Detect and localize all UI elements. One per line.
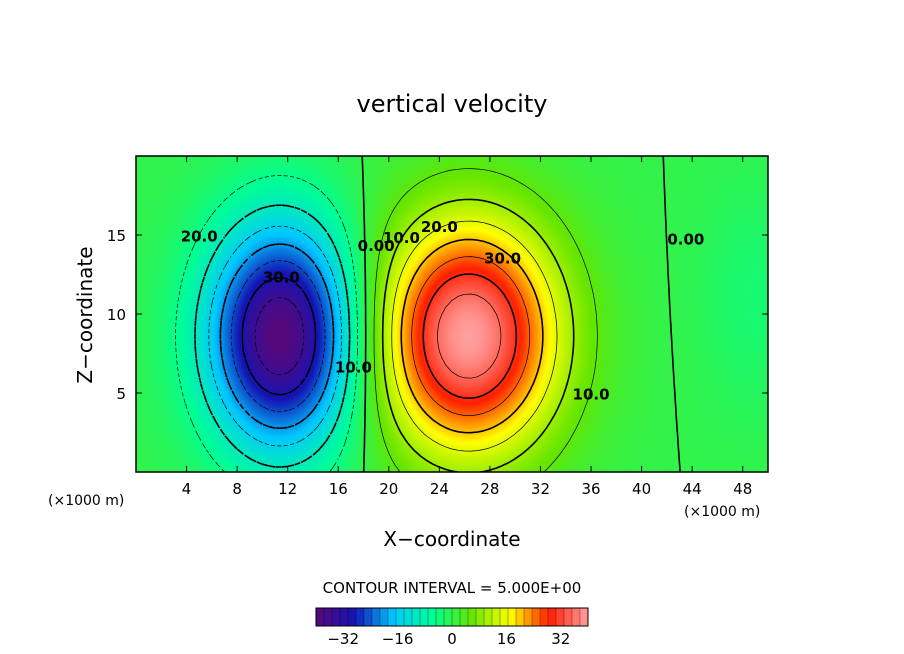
x-axis-ticks: 4 8 12 16 20 24 28 32 36 40 44 48 xyxy=(182,156,752,498)
velocity-field xyxy=(136,156,768,472)
colorbar-tick-label: 16 xyxy=(497,630,516,648)
colorbar-cells xyxy=(315,607,589,627)
colorbar-cell xyxy=(403,607,413,627)
colorbar-cell xyxy=(475,607,485,627)
x-axis-title: X−coordinate xyxy=(383,527,520,551)
colorbar-tick-label: −16 xyxy=(382,630,414,648)
contour-interval-text: CONTOUR INTERVAL = 5.000E+00 xyxy=(323,579,582,597)
x-unit-label-left: (×1000 m) xyxy=(48,493,124,509)
contour-line xyxy=(219,243,335,429)
contour-line xyxy=(400,238,544,434)
contour-label: 20.0 xyxy=(181,227,218,245)
colorbar-cell xyxy=(483,607,493,627)
colorbar-cell xyxy=(387,607,397,627)
colorbar-cell xyxy=(435,607,445,627)
colorbar-cell xyxy=(451,607,461,627)
colorbar-cell xyxy=(531,607,541,627)
x-tick-label: 24 xyxy=(430,480,449,498)
contour-label: 30.0 xyxy=(263,268,300,286)
contour-label: 30.0 xyxy=(484,249,521,267)
colorbar-cell xyxy=(395,607,405,627)
colorbar-cell xyxy=(347,607,357,627)
contour-line xyxy=(373,168,598,472)
colorbar-cell xyxy=(371,607,381,627)
y-tick-label: 10 xyxy=(107,306,126,324)
contour-line xyxy=(241,276,317,396)
x-tick-label: 4 xyxy=(182,480,192,498)
x-tick-label: 8 xyxy=(232,480,242,498)
colorbar-cell xyxy=(459,607,469,627)
x-tick-label: 12 xyxy=(278,480,297,498)
colorbar-cell xyxy=(427,607,437,627)
contour-line xyxy=(391,220,558,452)
colorbar-frame xyxy=(315,607,589,627)
colorbar-cell xyxy=(555,607,565,627)
x-unit-label-right: (×1000 m) xyxy=(684,504,760,520)
contour-label: 10.0 xyxy=(383,229,420,247)
colorbar-cell xyxy=(443,607,453,627)
contour-line xyxy=(230,260,326,412)
x-tick-label: 48 xyxy=(733,480,752,498)
y-axis-title: Z−coordinate xyxy=(73,246,97,383)
colorbar-cell xyxy=(331,607,341,627)
x-tick-label: 32 xyxy=(531,480,550,498)
colorbar-cell xyxy=(379,607,389,627)
contour-label: 20.0 xyxy=(421,218,458,236)
contour-line xyxy=(437,293,502,379)
colorbar-cell xyxy=(355,607,365,627)
colorbar-cell xyxy=(323,607,333,627)
contour-label: 10.0 xyxy=(335,358,372,376)
colorbar-cell xyxy=(523,607,533,627)
x-tick-label: 36 xyxy=(581,480,600,498)
contour-lines xyxy=(175,156,681,472)
x-tick-label: 20 xyxy=(379,480,398,498)
colorbar-cell xyxy=(507,607,517,627)
colorbar-cell xyxy=(315,607,325,627)
contour-line xyxy=(194,204,351,468)
contour-label: 0.00 xyxy=(358,237,395,255)
colorbar-tick-label: −32 xyxy=(327,630,359,648)
colorbar-cell xyxy=(363,607,373,627)
y-tick-label: 15 xyxy=(107,227,126,245)
contour-label: 10.0 xyxy=(573,385,610,403)
colorbar-cell xyxy=(539,607,549,627)
contour-line xyxy=(254,297,305,376)
x-tick-label: 16 xyxy=(329,480,348,498)
colorbar-cell xyxy=(571,607,581,627)
colorbar-cell xyxy=(499,607,509,627)
contour-label: 0.00 xyxy=(667,230,704,248)
chart-title: vertical velocity xyxy=(357,90,548,118)
colorbar-cell xyxy=(547,607,557,627)
colorbar-tick-label: 0 xyxy=(447,630,457,648)
contour-line xyxy=(422,273,518,399)
x-tick-label: 28 xyxy=(480,480,499,498)
colorbar-cell xyxy=(563,607,573,627)
colorbar-cell xyxy=(579,607,589,627)
x-tick-label: 44 xyxy=(683,480,702,498)
colorbar-tick-label: 32 xyxy=(551,630,570,648)
contour-line xyxy=(381,198,575,472)
colorbar: −32 −16 0 16 32 xyxy=(315,607,589,648)
colorbar-cell xyxy=(411,607,421,627)
colorbar-ticks: −32 −16 0 16 32 xyxy=(327,630,570,648)
colorbar-cell xyxy=(515,607,525,627)
contour-line xyxy=(175,175,358,472)
x-tick-label: 40 xyxy=(632,480,651,498)
contour-line xyxy=(361,156,681,472)
colorbar-cell xyxy=(419,607,429,627)
contour-line xyxy=(208,225,342,447)
colorbar-cell xyxy=(339,607,349,627)
y-axis-ticks: 5 10 15 xyxy=(107,227,768,403)
colorbar-cell xyxy=(491,607,501,627)
y-tick-label: 5 xyxy=(116,385,126,403)
contour-line xyxy=(411,256,531,416)
colorbar-cell xyxy=(467,607,477,627)
